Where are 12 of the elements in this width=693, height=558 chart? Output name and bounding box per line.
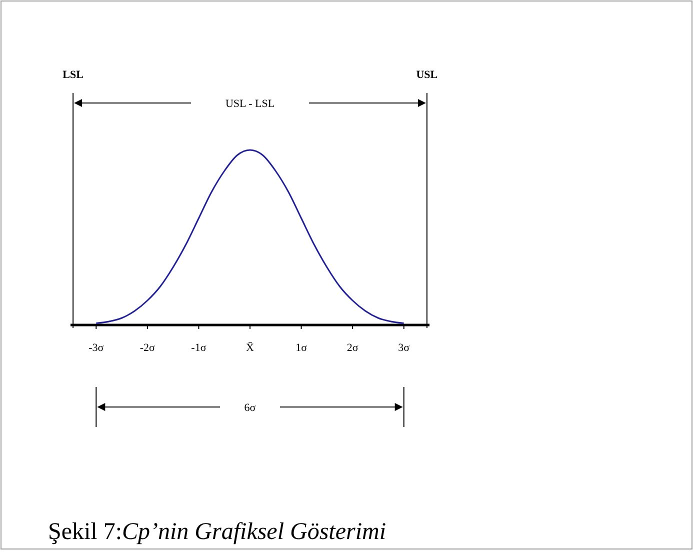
x-tick-label: 3σ (398, 342, 410, 354)
ref-line-label: LSL (62, 69, 84, 81)
text: 6σ (244, 402, 256, 414)
x-tick-label: 1σ (296, 342, 308, 354)
text: USL - LSL (225, 98, 275, 110)
x-tick-label: -1σ (191, 342, 206, 354)
x-tick-label: -3σ (88, 342, 104, 354)
text: Şekil 7:Cp’nin Grafiksel Gösterimi (48, 519, 386, 545)
x-tick-label: -2σ (140, 342, 156, 354)
x-tick-label: X̄ (246, 342, 254, 354)
x-tick-label: 2σ (346, 342, 358, 354)
ref-line-label: USL (416, 69, 438, 81)
